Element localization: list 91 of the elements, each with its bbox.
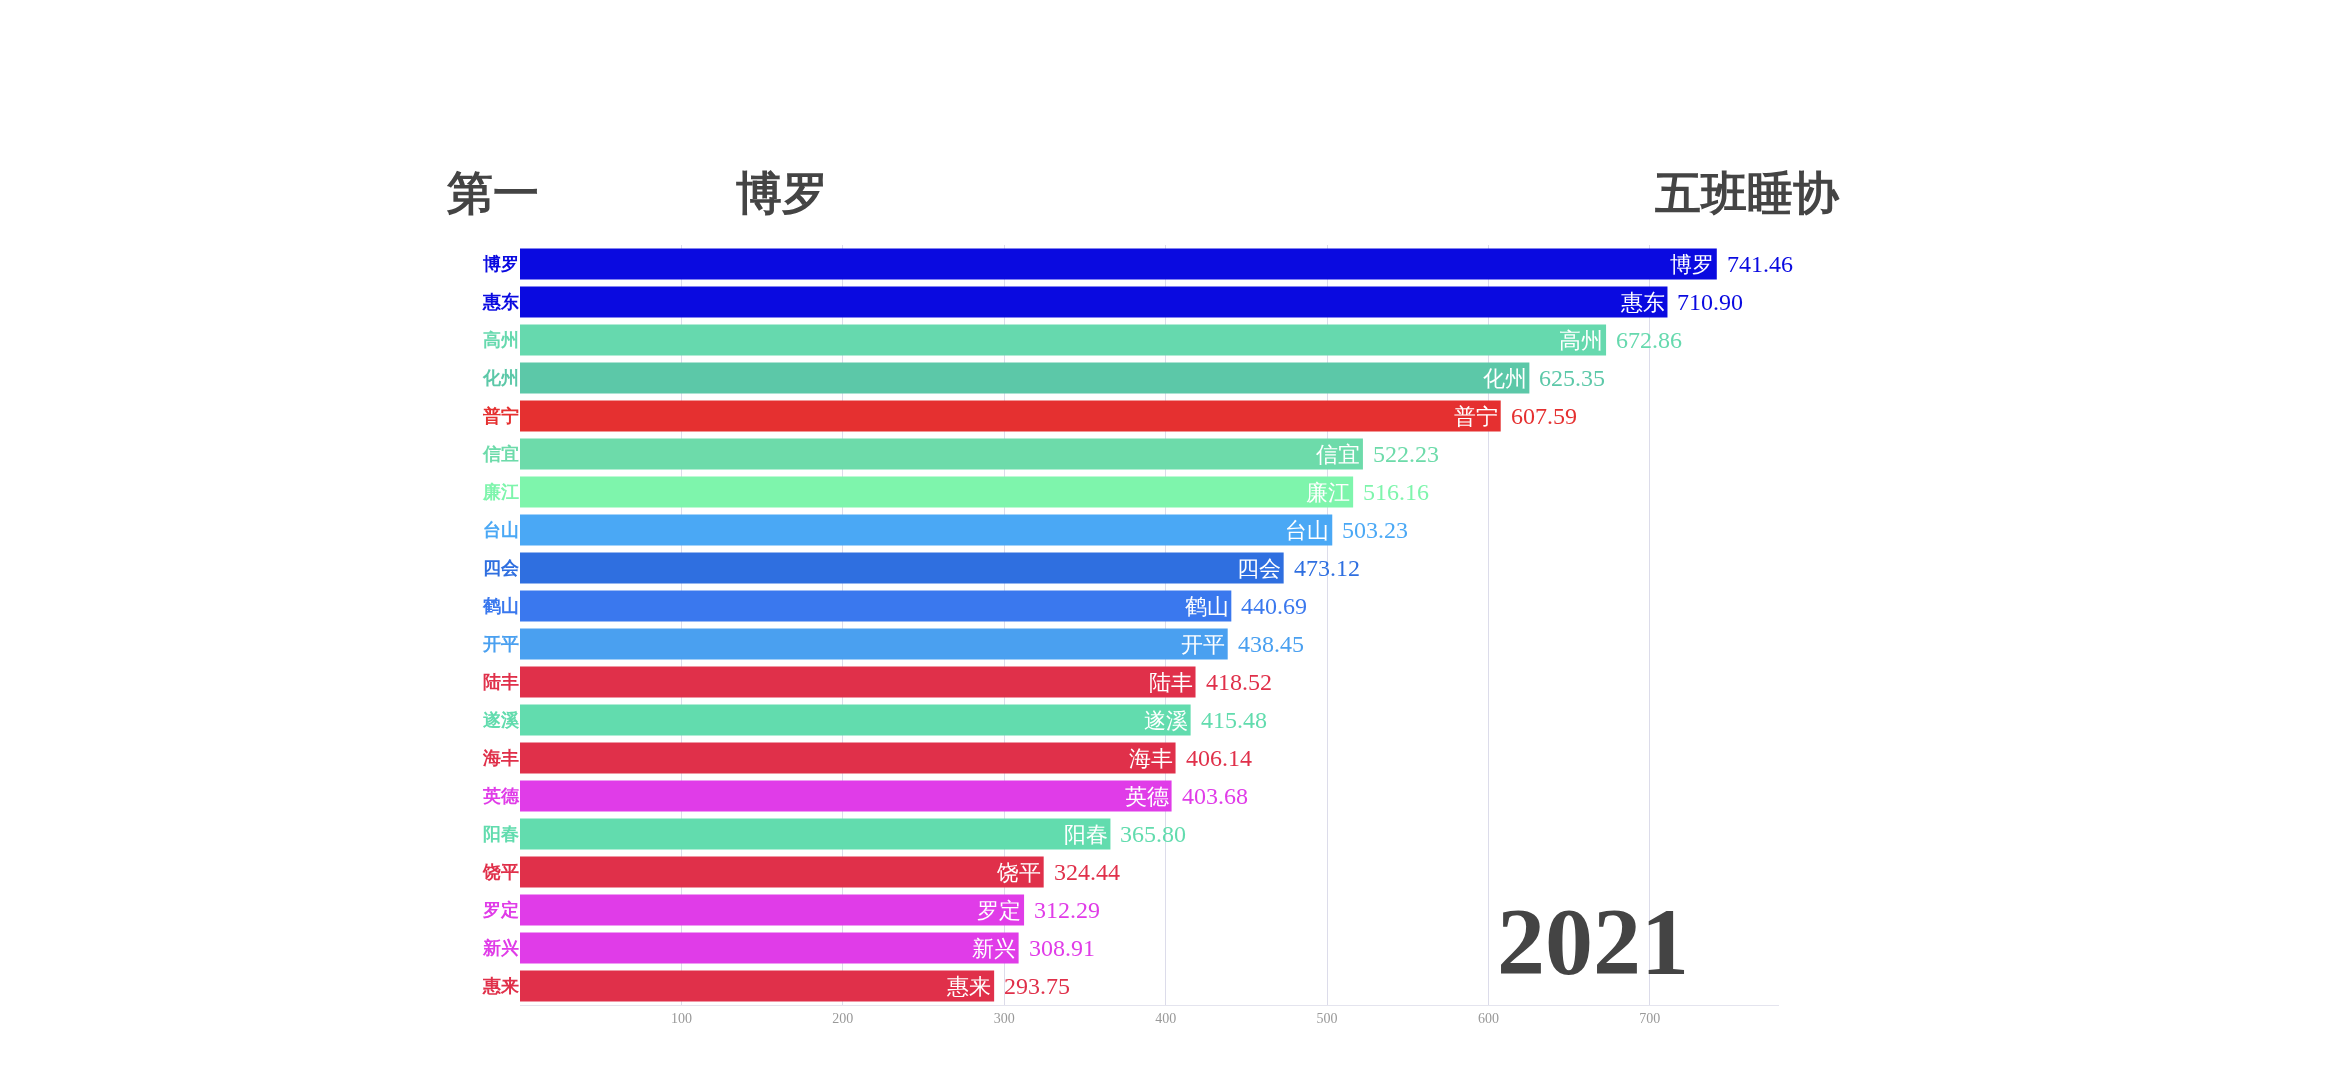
x-tick-label: 600 [1477, 1010, 1499, 1026]
data-label: 365.80 [1120, 821, 1186, 847]
category-label: 台山 [1285, 517, 1330, 543]
bar [520, 894, 1025, 926]
bar [520, 324, 1607, 356]
bar [520, 818, 1111, 850]
bar [520, 856, 1044, 888]
bar [520, 590, 1232, 622]
data-label: 473.12 [1294, 555, 1360, 581]
data-label: 625.35 [1539, 365, 1605, 391]
y-tick-label: 博罗 [482, 253, 519, 275]
x-tick-label: 400 [1155, 1010, 1177, 1026]
category-label: 高州 [1559, 327, 1604, 353]
data-label: 503.23 [1342, 517, 1408, 543]
y-tick-label: 惠东 [482, 291, 519, 313]
y-tick-label: 惠来 [482, 975, 519, 997]
category-label: 鹤山 [1184, 593, 1229, 619]
category-label: 惠来 [947, 973, 992, 999]
data-label: 607.59 [1511, 403, 1577, 429]
category-label: 海丰 [1128, 745, 1173, 771]
category-label: 博罗 [1669, 251, 1714, 277]
data-label: 415.48 [1201, 707, 1267, 733]
y-tick-label: 陆丰 [483, 671, 519, 693]
data-label: 406.14 [1186, 745, 1252, 771]
bar [520, 970, 995, 1002]
chart-subtitle: 博罗 [736, 166, 828, 220]
bar [520, 400, 1501, 432]
bar [520, 780, 1172, 812]
data-label: 418.52 [1206, 669, 1272, 695]
y-tick-label: 海丰 [482, 747, 519, 769]
x-tick-label: 300 [993, 1010, 1015, 1026]
annotation: 2021 [1497, 888, 1689, 995]
category-label: 阳春 [1063, 821, 1108, 847]
y-tick-label: 高州 [483, 329, 519, 351]
bar [520, 704, 1191, 736]
data-label: 312.29 [1034, 897, 1100, 923]
bar [520, 438, 1363, 470]
category-label: 饶平 [996, 859, 1041, 885]
y-tick-label: 信宜 [482, 443, 519, 465]
bar [520, 248, 1717, 280]
category-label: 惠东 [1620, 289, 1665, 315]
bar [520, 628, 1228, 660]
bar [520, 514, 1333, 546]
category-label: 信宜 [1316, 441, 1361, 467]
bar [520, 932, 1019, 964]
category-label: 廉江 [1306, 479, 1351, 505]
data-label: 308.91 [1029, 935, 1095, 961]
y-tick-label: 普宁 [482, 405, 519, 427]
bar [520, 742, 1176, 774]
data-label: 324.44 [1054, 859, 1120, 885]
data-label: 522.23 [1373, 441, 1439, 467]
category-label: 遂溪 [1143, 707, 1188, 733]
category-label: 开平 [1180, 631, 1225, 657]
bar [520, 552, 1284, 584]
y-tick-label: 开平 [482, 633, 519, 655]
data-label: 440.69 [1241, 593, 1307, 619]
y-tick-label: 化州 [482, 367, 519, 389]
x-tick-label: 100 [670, 1010, 692, 1026]
category-label: 化州 [1482, 365, 1527, 391]
data-label: 672.86 [1616, 327, 1682, 353]
x-tick-label: 700 [1639, 1010, 1661, 1026]
category-label: 普宁 [1453, 403, 1498, 429]
y-tick-label: 新兴 [482, 937, 519, 959]
data-label: 403.68 [1182, 783, 1248, 809]
bar [520, 666, 1196, 698]
y-tick-label: 饶平 [482, 861, 519, 883]
y-tick-label: 鹤山 [482, 595, 519, 617]
data-label: 516.16 [1363, 479, 1429, 505]
chart-title: 第一 [446, 166, 539, 220]
y-tick-label: 遂溪 [482, 709, 520, 731]
category-label: 四会 [1236, 555, 1281, 581]
category-label: 新兴 [971, 935, 1016, 961]
data-label: 710.90 [1677, 289, 1743, 315]
bar [520, 362, 1530, 394]
text: 五班睡协 [1655, 166, 1840, 220]
y-tick-label: 罗定 [482, 899, 519, 921]
y-tick-label: 阳春 [483, 823, 519, 845]
y-tick-label: 英德 [482, 785, 520, 807]
category-label: 罗定 [977, 897, 1022, 923]
x-tick-label: 500 [1316, 1010, 1338, 1026]
y-tick-label: 台山 [483, 519, 519, 541]
data-label: 438.45 [1238, 631, 1304, 657]
data-label: 741.46 [1727, 251, 1793, 277]
bar [520, 286, 1668, 318]
y-tick-label: 廉江 [482, 481, 519, 503]
data-label: 293.75 [1004, 973, 1070, 999]
y-tick-label: 四会 [483, 557, 520, 579]
x-tick-label: 200 [832, 1010, 854, 1026]
bar [520, 476, 1354, 508]
category-label: 英德 [1124, 783, 1169, 809]
category-label: 陆丰 [1148, 669, 1193, 695]
